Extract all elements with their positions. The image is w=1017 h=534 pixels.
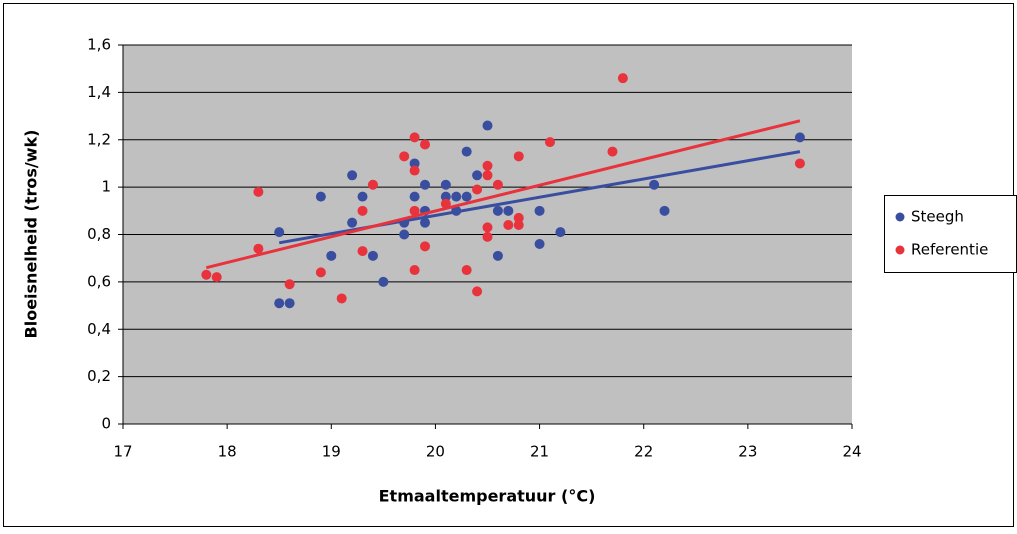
point [367,179,378,190]
point [347,170,358,181]
point [534,238,545,249]
legend-marker [895,212,905,222]
point [253,243,264,254]
point [201,269,212,280]
point [472,170,483,181]
point [367,250,378,261]
y-tick-label: 1 [101,178,111,196]
point [482,222,493,233]
point [409,265,420,276]
point [357,246,368,257]
x-tick-label: 24 [842,443,861,461]
point [315,191,326,202]
point [399,229,410,240]
y-tick-label: 0,4 [87,320,111,338]
point [409,191,420,202]
legend-label: Referentie [911,241,988,259]
point [482,170,493,181]
point [451,191,462,202]
point [409,205,420,216]
point [420,139,431,150]
point [649,179,660,190]
point [461,191,472,202]
point [482,160,493,171]
x-tick-label: 21 [530,443,549,461]
point [607,146,618,157]
point [440,179,451,190]
point [544,137,555,148]
point [659,205,670,216]
point [274,298,285,309]
y-tick-label: 0,8 [87,225,111,243]
point [617,73,628,84]
point [315,267,326,278]
point [482,231,493,242]
point [513,151,524,162]
point [420,217,431,228]
point [461,146,472,157]
point [461,265,472,276]
y-tick-label: 0 [101,415,111,433]
point [492,205,503,216]
y-tick-label: 0,2 [87,367,111,385]
point [211,272,222,283]
point [440,191,451,202]
legend-box [884,195,1017,273]
point [409,158,420,169]
point [326,250,337,261]
point [513,212,524,223]
point [409,132,420,143]
point [440,198,451,209]
point [399,151,410,162]
point [347,217,358,228]
point [409,165,420,176]
y-tick-label: 1,4 [87,83,111,101]
point [482,120,493,131]
legend-label: Steegh [911,208,964,226]
x-tick-label: 22 [634,443,653,461]
point [794,132,805,143]
point [336,293,347,304]
point [794,158,805,169]
y-axis-title: Bloeisnelheid (tros/wk) [22,130,41,339]
point [284,279,295,290]
y-tick-label: 1,2 [87,130,111,148]
point [492,179,503,190]
point [472,286,483,297]
y-tick-label: 1,6 [87,36,111,54]
point [555,227,566,238]
point [503,220,514,231]
x-tick-label: 18 [218,443,237,461]
point [503,205,514,216]
point [357,191,368,202]
point [420,179,431,190]
point [253,186,264,197]
x-tick-label: 17 [113,443,132,461]
point [534,205,545,216]
point [378,276,389,287]
x-tick-label: 20 [426,443,445,461]
legend-marker [895,245,905,255]
point [274,227,285,238]
point [472,184,483,195]
x-axis-title: Etmaaltemperatuur (°C) [379,487,596,506]
y-tick-label: 0,6 [87,272,111,290]
point [420,241,431,252]
point [357,205,368,216]
point [513,220,524,231]
x-tick-label: 19 [322,443,341,461]
point [492,250,503,261]
point [284,298,295,309]
x-tick-label: 23 [738,443,757,461]
trend-line [205,119,801,270]
